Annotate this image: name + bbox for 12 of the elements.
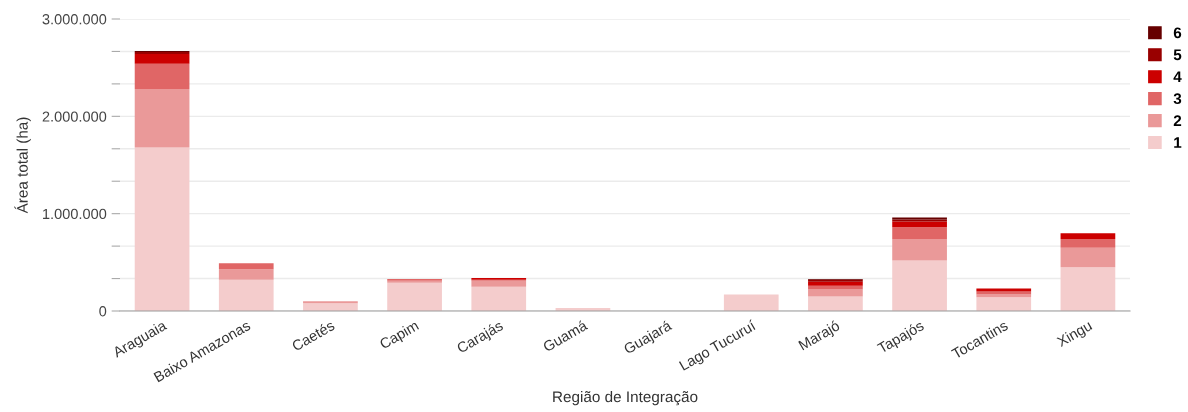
legend-label: 4 — [1173, 71, 1182, 82]
y-tick-label: 0 — [99, 306, 107, 317]
legend-label: 3 — [1173, 93, 1182, 105]
y-axis-title: Área total (ha) — [14, 117, 31, 214]
legend-label: 1 — [1174, 137, 1182, 148]
x-axis-title: Região de Integração — [553, 390, 698, 406]
legend-label: 2 — [1173, 115, 1182, 126]
legend-label: 6 — [1173, 27, 1182, 39]
y-tick-label: 3.000.000 — [42, 14, 107, 25]
y-tick-label: 2.000.000 — [42, 111, 107, 122]
legend-label: 5 — [1173, 49, 1182, 61]
y-tick-label: 1.000.000 — [43, 208, 107, 220]
